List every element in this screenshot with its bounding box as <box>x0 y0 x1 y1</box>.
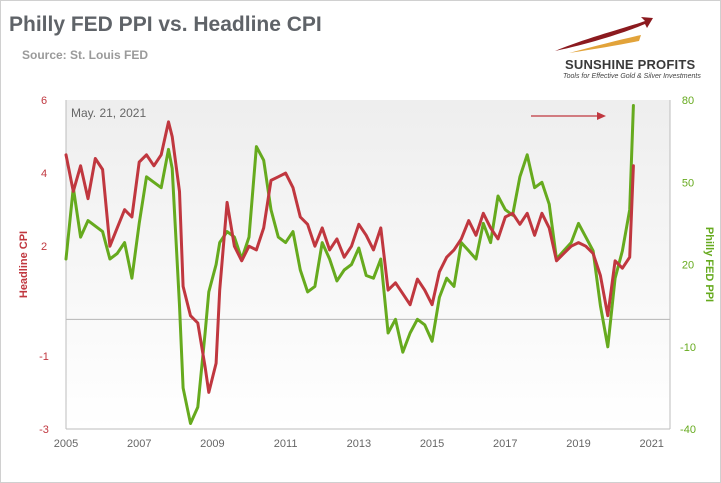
right-tick-label: 50 <box>682 177 694 189</box>
logo-name: SUNSHINE PROFITS <box>565 57 696 72</box>
x-tick-label: 2011 <box>274 438 298 450</box>
right-tick-label: -40 <box>680 424 696 436</box>
chart-title: Philly FED PPI vs. Headline CPI <box>9 13 322 36</box>
date-annotation: May. 21, 2021 <box>71 106 146 120</box>
sunshine-profits-logo: SUNSHINE PROFITS Tools for Effective Gol… <box>549 15 709 85</box>
right-tick-label: 20 <box>682 260 694 272</box>
left-tick-label: 6 <box>41 95 47 107</box>
logo-tagline: Tools for Effective Gold & Silver Invest… <box>563 73 701 80</box>
right-axis-title: Philly FED PPI <box>703 227 715 302</box>
left-tick-label: -3 <box>39 424 49 436</box>
x-tick-label: 2013 <box>347 438 371 450</box>
x-tick-label: 2005 <box>54 438 78 450</box>
left-tick-label: 2 <box>41 241 47 253</box>
right-tick-label: 80 <box>682 95 694 107</box>
chart-source: Source: St. Louis FED <box>22 48 149 62</box>
left-tick-label: 4 <box>41 168 47 180</box>
x-tick-label: 2021 <box>639 438 663 450</box>
philly-fed-ppi-series-line <box>64 104 635 425</box>
x-tick-label: 2017 <box>493 438 517 450</box>
x-tick-label: 2019 <box>566 438 590 450</box>
left-tick-label: -1 <box>39 351 49 363</box>
headline-cpi-series-line <box>64 120 635 394</box>
logo-swoosh-icon <box>555 17 653 53</box>
right-tick-label: -10 <box>680 342 696 354</box>
arrow-annotation <box>531 112 606 120</box>
x-tick-label: 2015 <box>420 438 444 450</box>
x-tick-label: 2009 <box>200 438 224 450</box>
plot-area <box>66 100 670 429</box>
left-axis-title: Headline CPI <box>18 231 30 298</box>
x-tick-label: 2007 <box>127 438 151 450</box>
